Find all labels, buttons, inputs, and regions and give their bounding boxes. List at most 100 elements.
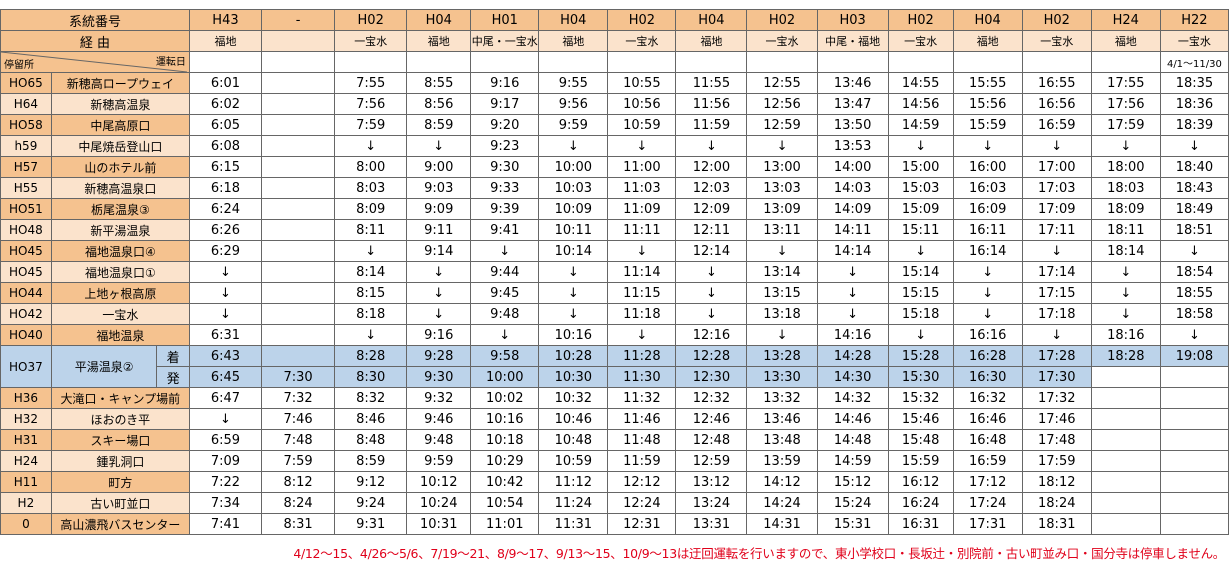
departure-time: 11:32 — [607, 387, 677, 409]
departure-time: ↓ — [406, 261, 472, 283]
stop-code: H57 — [0, 156, 52, 178]
stop-name: 町方 — [50, 471, 190, 493]
departure-time: 12:11 — [675, 219, 748, 241]
route-cell — [261, 30, 336, 52]
departure-time: 9:33 — [470, 177, 540, 199]
departure-time: 12:24 — [607, 492, 677, 514]
departure-time: 16:24 — [887, 492, 954, 514]
departure-time: 12:31 — [607, 513, 677, 535]
departure-time: ↓ — [334, 324, 408, 346]
departure-time: 10:24 — [406, 492, 472, 514]
departure-time: 17:24 — [952, 492, 1023, 514]
departure-time: 17:59 — [1090, 114, 1161, 136]
departure-time: ↓ — [607, 240, 677, 262]
departure-time: 13:59 — [746, 450, 818, 472]
departure-time: 15:31 — [816, 513, 889, 535]
departure-time: 18:12 — [1021, 471, 1092, 493]
departure-time: 8:12 — [261, 471, 336, 493]
departure-time: 13:00 — [746, 156, 818, 178]
departure-time: ↓ — [607, 135, 677, 157]
departure-time: 13:50 — [816, 114, 889, 136]
operation-day-label: 運転日 — [155, 57, 186, 68]
departure-time: 16:00 — [952, 156, 1023, 178]
operation-day-cell — [470, 51, 540, 73]
departure-time: 18:24 — [1021, 492, 1092, 514]
route-cell: 福地 — [188, 30, 263, 52]
hirayu-arrive-row: HO37 平湯温泉② 着 6:43 8:28 9:28 9:58 10:28 11:28 12:2… — [0, 345, 1230, 388]
departure-time: ↓ — [188, 408, 263, 430]
route-cell: 一宝水 — [887, 30, 954, 52]
departure-time: 6:01 — [188, 72, 263, 94]
arrival-time: 12:28 — [675, 345, 748, 367]
departure-time — [1159, 387, 1230, 409]
system-number-cell: H02 — [607, 9, 677, 31]
departure-time: 13:12 — [675, 471, 748, 493]
departure-time: 17:18 — [1021, 303, 1092, 325]
departure-time: 16:16 — [952, 324, 1023, 346]
departure-time: 16:31 — [887, 513, 954, 535]
departure-time: 6:18 — [188, 177, 263, 199]
departure-time: 9:48 — [406, 429, 472, 451]
departure-time: 13:14 — [746, 261, 818, 283]
departure-time: 9:56 — [538, 93, 609, 115]
departure-time: ↓ — [675, 282, 748, 304]
departure-time: ↓ — [816, 303, 889, 325]
arrival-time: 11:28 — [607, 345, 677, 367]
arrival-time: 18:28 — [1090, 345, 1161, 367]
departure-time: 17:09 — [1021, 198, 1092, 220]
departure-time: 10:54 — [470, 492, 540, 514]
departure-time: 13:03 — [746, 177, 818, 199]
departure-time: 8:46 — [334, 408, 408, 430]
departure-time: ↓ — [334, 135, 408, 157]
departure-time: 17:11 — [1021, 219, 1092, 241]
stop-name: 一宝水 — [50, 303, 190, 325]
departure-time: 15:30 — [887, 366, 954, 388]
departure-time: 11:56 — [675, 93, 748, 115]
stop-row: H36 大滝口・キャンプ場前 6:47 7:32 8:32 9:32 10:02 10:32 1… — [0, 387, 1230, 409]
stop-name: 高山濃飛バスセンター — [50, 513, 190, 535]
operation-day-cell — [261, 51, 336, 73]
departure-time: 6:59 — [188, 429, 263, 451]
departure-time: 14:14 — [816, 240, 889, 262]
departure-time — [1159, 513, 1230, 535]
stop-row: H31 スキー場口 6:59 7:48 8:48 9:48 10:18 10:48 11:48 1… — [0, 429, 1230, 451]
stop-name: 新穂高温泉 — [50, 93, 190, 115]
system-number-row: 系統番号 H43- H02 H04 H01 H04 H02 H04 H02 H03 H02 H04 H0… — [0, 9, 1230, 31]
departure-time: 15:32 — [887, 387, 954, 409]
departure-time — [1090, 492, 1161, 514]
departure-time: 7:56 — [334, 93, 408, 115]
stop-row: HO45 福地温泉口④ 6:29 ↓ 9:14 ↓ 10:14 ↓ 12:14 ↓ 14:14 ↓ 16… — [0, 240, 1230, 262]
departure-time: 15:14 — [887, 261, 954, 283]
departure-time: 9:55 — [538, 72, 609, 94]
departure-time — [261, 324, 336, 346]
departure-time — [261, 177, 336, 199]
departure-time: 14:30 — [816, 366, 889, 388]
departure-time: 10:42 — [470, 471, 540, 493]
departure-time: ↓ — [1159, 240, 1230, 262]
departure-time: 9:32 — [406, 387, 472, 409]
hirayu-depart-row: 発 6:45 7:30 8:30 9:30 10:00 10:30 11:30 12:30 13:… — [1, 366, 1230, 388]
departure-time — [261, 282, 336, 304]
departure-time: 15:09 — [887, 198, 954, 220]
departure-time: 14:09 — [816, 198, 889, 220]
timetable: 系統番号 H43- H02 H04 H01 H04 H02 H04 H02 H03 H02 H04 H0… — [0, 9, 1230, 535]
operation-day-cell — [538, 51, 609, 73]
stop-code: H11 — [0, 471, 52, 493]
departure-time: 8:59 — [334, 450, 408, 472]
departure-time: 9:30 — [470, 156, 540, 178]
departure-time: 13:30 — [746, 366, 818, 388]
departure-time: 9:31 — [334, 513, 408, 535]
departure-time: 10:56 — [607, 93, 677, 115]
departure-time: 16:48 — [952, 429, 1023, 451]
departure-time: 11:46 — [607, 408, 677, 430]
stop-code: HO45 — [0, 240, 52, 262]
departure-time: 12:12 — [607, 471, 677, 493]
stop-code: 0 — [0, 513, 52, 535]
stop-row: H55 新穂高温泉口 6:18 8:03 9:03 9:33 10:03 11:03 12:03… — [0, 177, 1230, 199]
departure-time: ↓ — [188, 261, 263, 283]
route-cell: 一宝水 — [607, 30, 677, 52]
departure-time: 15:46 — [887, 408, 954, 430]
departure-time: 10:59 — [607, 114, 677, 136]
departure-time: 8:14 — [334, 261, 408, 283]
departure-time: 8:15 — [334, 282, 408, 304]
